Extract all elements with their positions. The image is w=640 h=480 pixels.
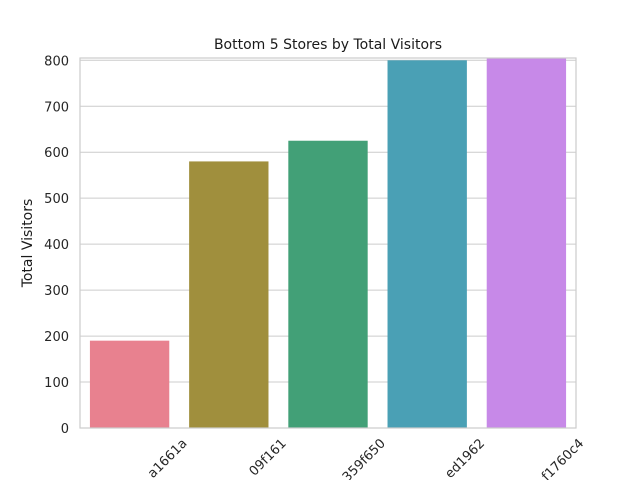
x-tick-label: 09f161 [247, 436, 290, 479]
bar [486, 58, 567, 429]
x-tick-label: ed1962 [443, 436, 488, 480]
y-tick-label: 100 [44, 376, 69, 391]
x-tick-label: a1661a [145, 436, 190, 480]
y-tick-label: 200 [44, 330, 69, 345]
chart-title: Bottom 5 Stores by Total Visitors [214, 37, 442, 53]
bar [189, 161, 269, 429]
bar [288, 140, 368, 429]
y-axis-label: Total Visitors [20, 199, 36, 289]
x-tick-label: f1760c4 [539, 436, 587, 480]
y-tick-labels: 0 100 200 300 400 500 600 700 800 [44, 54, 69, 437]
y-tick-label: 700 [44, 100, 69, 115]
plot-frame [79, 57, 577, 429]
bar [89, 340, 170, 428]
x-tick-labels: a1661a 09f161 359f650 ed1962 f1760c4 [145, 436, 587, 480]
x-tick-label: 359f650 [340, 436, 389, 480]
y-tick-label: 300 [44, 284, 69, 299]
y-tick-label: 500 [44, 192, 69, 207]
bar [387, 60, 467, 429]
y-tick-label: 0 [61, 422, 69, 437]
y-tick-label: 800 [44, 54, 69, 69]
bars [89, 58, 567, 429]
y-tick-label: 600 [44, 146, 69, 161]
y-tick-label: 400 [44, 238, 69, 253]
